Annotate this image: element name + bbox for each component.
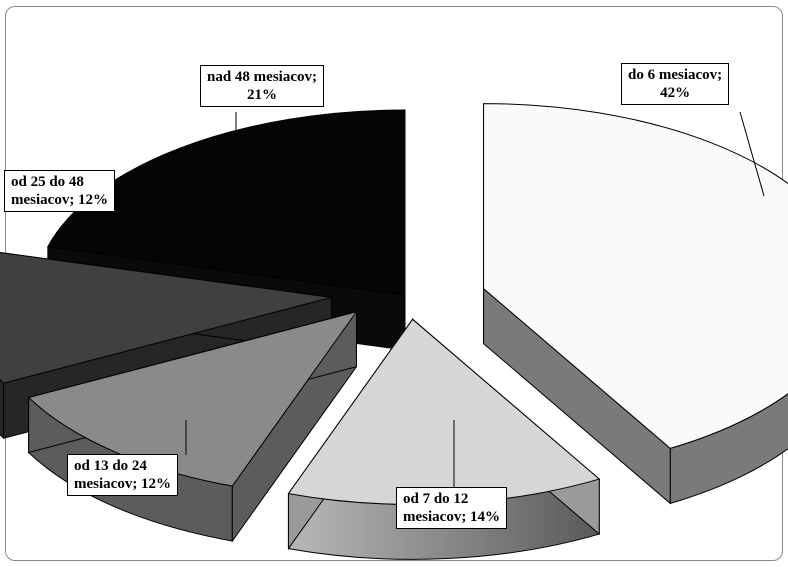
slice-label-od-13-do-24: od 13 do 24 mesiacov; 12% [67, 454, 179, 496]
slice-side-3 [0, 378, 5, 440]
slice-label-do-6-mesiacov: do 6 mesiacov; 42% [621, 63, 730, 105]
slice-top-2 [27, 310, 358, 487]
slice-top-4 [47, 109, 406, 296]
leader-line-0 [739, 111, 765, 197]
slice-top-3 [0, 252, 332, 384]
slice-label-nad-48-mesiacov: nad 48 mesiacov; 21% [200, 65, 324, 107]
slice-top-0 [483, 103, 788, 449]
slice-label-od-25-do-48: od 25 do 48 mesiacov; 12% [4, 170, 116, 212]
leader-line-3 [129, 194, 139, 213]
slice-label-od-7-do-12: od 7 do 12 mesiacov; 14% [396, 487, 508, 529]
